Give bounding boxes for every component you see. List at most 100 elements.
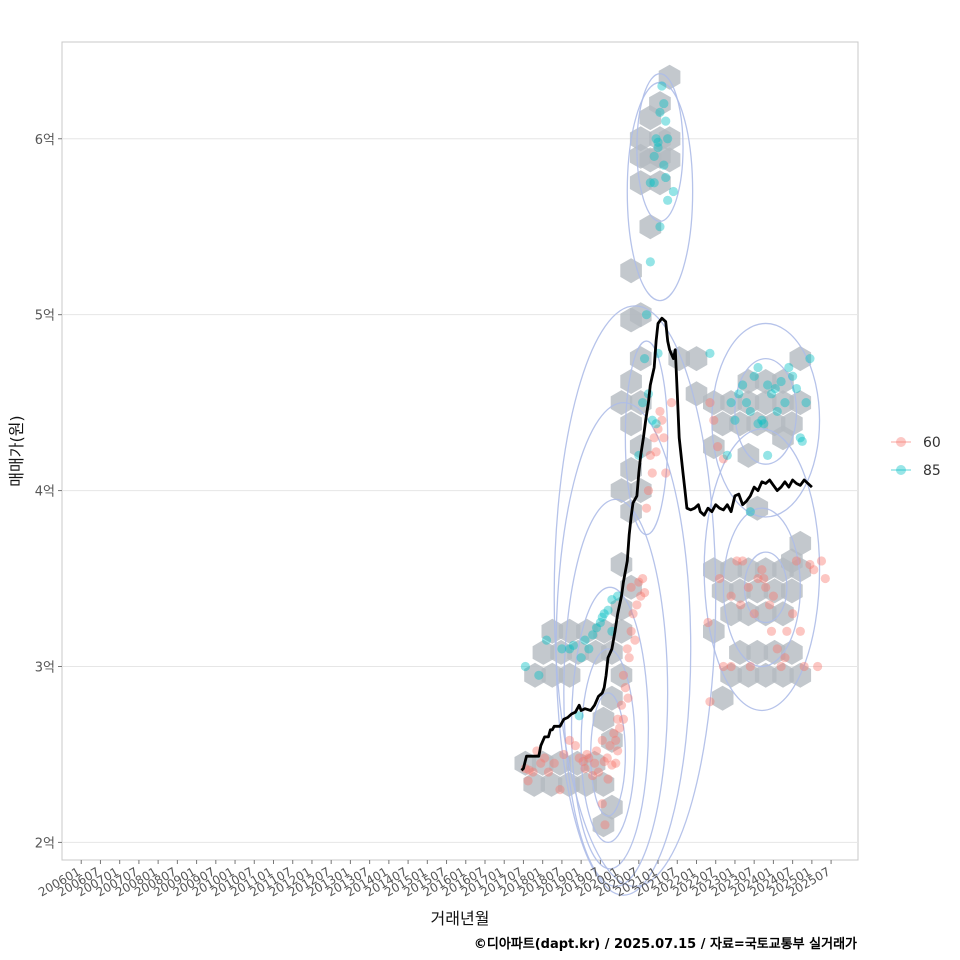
scatter-point-60 xyxy=(713,442,723,452)
scatter-point-85 xyxy=(588,630,598,640)
scatter-point-85 xyxy=(584,644,594,654)
hexbin-cell xyxy=(703,557,725,583)
scatter-point-60 xyxy=(749,609,759,619)
scatter-point-60 xyxy=(602,753,612,763)
hexbin-cell xyxy=(711,685,734,711)
scatter-point-85 xyxy=(661,116,671,126)
scatter-point-85 xyxy=(655,222,665,232)
scatter-point-60 xyxy=(603,774,613,784)
hexbin-cell xyxy=(737,390,760,416)
scatter-point-60 xyxy=(597,799,607,809)
scatter-point-60 xyxy=(622,644,632,654)
scatter-point-60 xyxy=(618,714,629,724)
density-contour xyxy=(703,428,821,712)
y-tick-label: 4억 xyxy=(35,485,55,500)
scatter-point-85 xyxy=(741,398,752,408)
hexbin-cell xyxy=(711,411,734,437)
scatter-point-60 xyxy=(616,700,627,710)
hexbin-cell xyxy=(629,170,652,196)
hexbin-cell xyxy=(685,346,708,372)
scatter-point-85 xyxy=(663,134,673,144)
scatter-point-85 xyxy=(649,178,659,188)
scatter-point-60 xyxy=(780,653,790,663)
scatter-point-60 xyxy=(772,644,782,654)
scatter-point-60 xyxy=(705,697,715,707)
scatter-point-85 xyxy=(738,380,748,390)
scatter-point-85 xyxy=(734,389,744,399)
scatter-point-60 xyxy=(705,398,715,408)
hexbin-cell xyxy=(592,706,615,732)
scatter-point-60 xyxy=(599,756,609,767)
x-axis-title: 거래년월 xyxy=(431,909,490,928)
scatter-point-60 xyxy=(643,485,654,496)
scatter-point-60 xyxy=(776,661,786,672)
scatter-point-60 xyxy=(593,767,604,777)
scatter-point-85 xyxy=(770,383,780,394)
scatter-point-60 xyxy=(645,450,655,460)
scatter-point-85 xyxy=(659,98,669,109)
scatter-point-85 xyxy=(749,371,759,381)
scatter-point-85 xyxy=(753,362,763,373)
hexbin-cell xyxy=(541,618,564,644)
scatter-point-60 xyxy=(607,760,617,770)
scatter-point-85 xyxy=(655,107,665,117)
scatter-point-60 xyxy=(536,758,546,768)
hexbin-cell xyxy=(524,662,546,688)
scatter-point-60 xyxy=(588,770,598,781)
scatter-point-60 xyxy=(651,447,661,457)
scatter-point-85 xyxy=(641,310,652,320)
scatter-point-60 xyxy=(611,735,621,745)
hexbin-cell xyxy=(620,258,642,284)
scatter-point-85 xyxy=(745,406,755,417)
scatter-point-85 xyxy=(541,635,552,645)
hexbin-cell xyxy=(754,601,777,627)
scatter-point-60 xyxy=(647,468,657,478)
scatter-point-85 xyxy=(607,595,617,605)
scatter-point-60 xyxy=(584,753,594,763)
hexbin-cell xyxy=(763,578,786,604)
hexbin-cell xyxy=(737,662,760,688)
scatter-point-60 xyxy=(618,670,629,680)
scatter-point-60 xyxy=(761,582,771,592)
scatter-point-60 xyxy=(649,433,659,443)
hexbin-cell xyxy=(781,639,803,665)
density-contour-layer xyxy=(553,73,821,896)
y-tick-label: 5억 xyxy=(35,309,55,324)
scatter-point-60 xyxy=(626,582,636,592)
scatter-point-60 xyxy=(753,573,763,584)
scatter-point-60 xyxy=(782,626,792,636)
hexbin-cell xyxy=(601,727,623,753)
legend-60-label: 60 xyxy=(923,435,941,451)
scatter-point-85 xyxy=(599,609,609,619)
scatter-point-85 xyxy=(649,151,659,161)
scatter-point-60 xyxy=(661,468,671,478)
density-contour xyxy=(711,322,821,518)
scatter-point-60 xyxy=(820,573,830,584)
scatter-point-85 xyxy=(763,450,773,460)
scatter-point-85 xyxy=(595,617,605,628)
density-contour xyxy=(570,586,650,870)
scatter-point-60 xyxy=(574,753,584,763)
scatter-point-85 xyxy=(580,635,590,645)
scatter-point-60 xyxy=(718,454,729,464)
hexbin-cell xyxy=(610,478,633,504)
hexbin-cell xyxy=(593,618,615,644)
scatter-point-85 xyxy=(647,415,657,425)
scatter-point-60 xyxy=(639,588,650,598)
scatter-point-60 xyxy=(555,785,565,795)
scatter-point-60 xyxy=(726,661,736,672)
scatter-point-60 xyxy=(620,683,630,693)
hexbin-cell xyxy=(532,639,555,665)
density-contour xyxy=(590,692,627,817)
scatter-point-60 xyxy=(759,573,769,584)
scatter-point-85 xyxy=(780,398,790,408)
scatter-point-60 xyxy=(597,735,607,745)
scatter-point-85 xyxy=(766,389,777,399)
scatter-point-60 xyxy=(641,503,652,513)
hexbin-cell xyxy=(601,685,623,711)
scatter-point-85 xyxy=(557,644,567,654)
scatter-point-85 xyxy=(753,419,763,429)
scatter-point-60 xyxy=(605,741,615,751)
scatter-point-85 xyxy=(784,362,794,373)
